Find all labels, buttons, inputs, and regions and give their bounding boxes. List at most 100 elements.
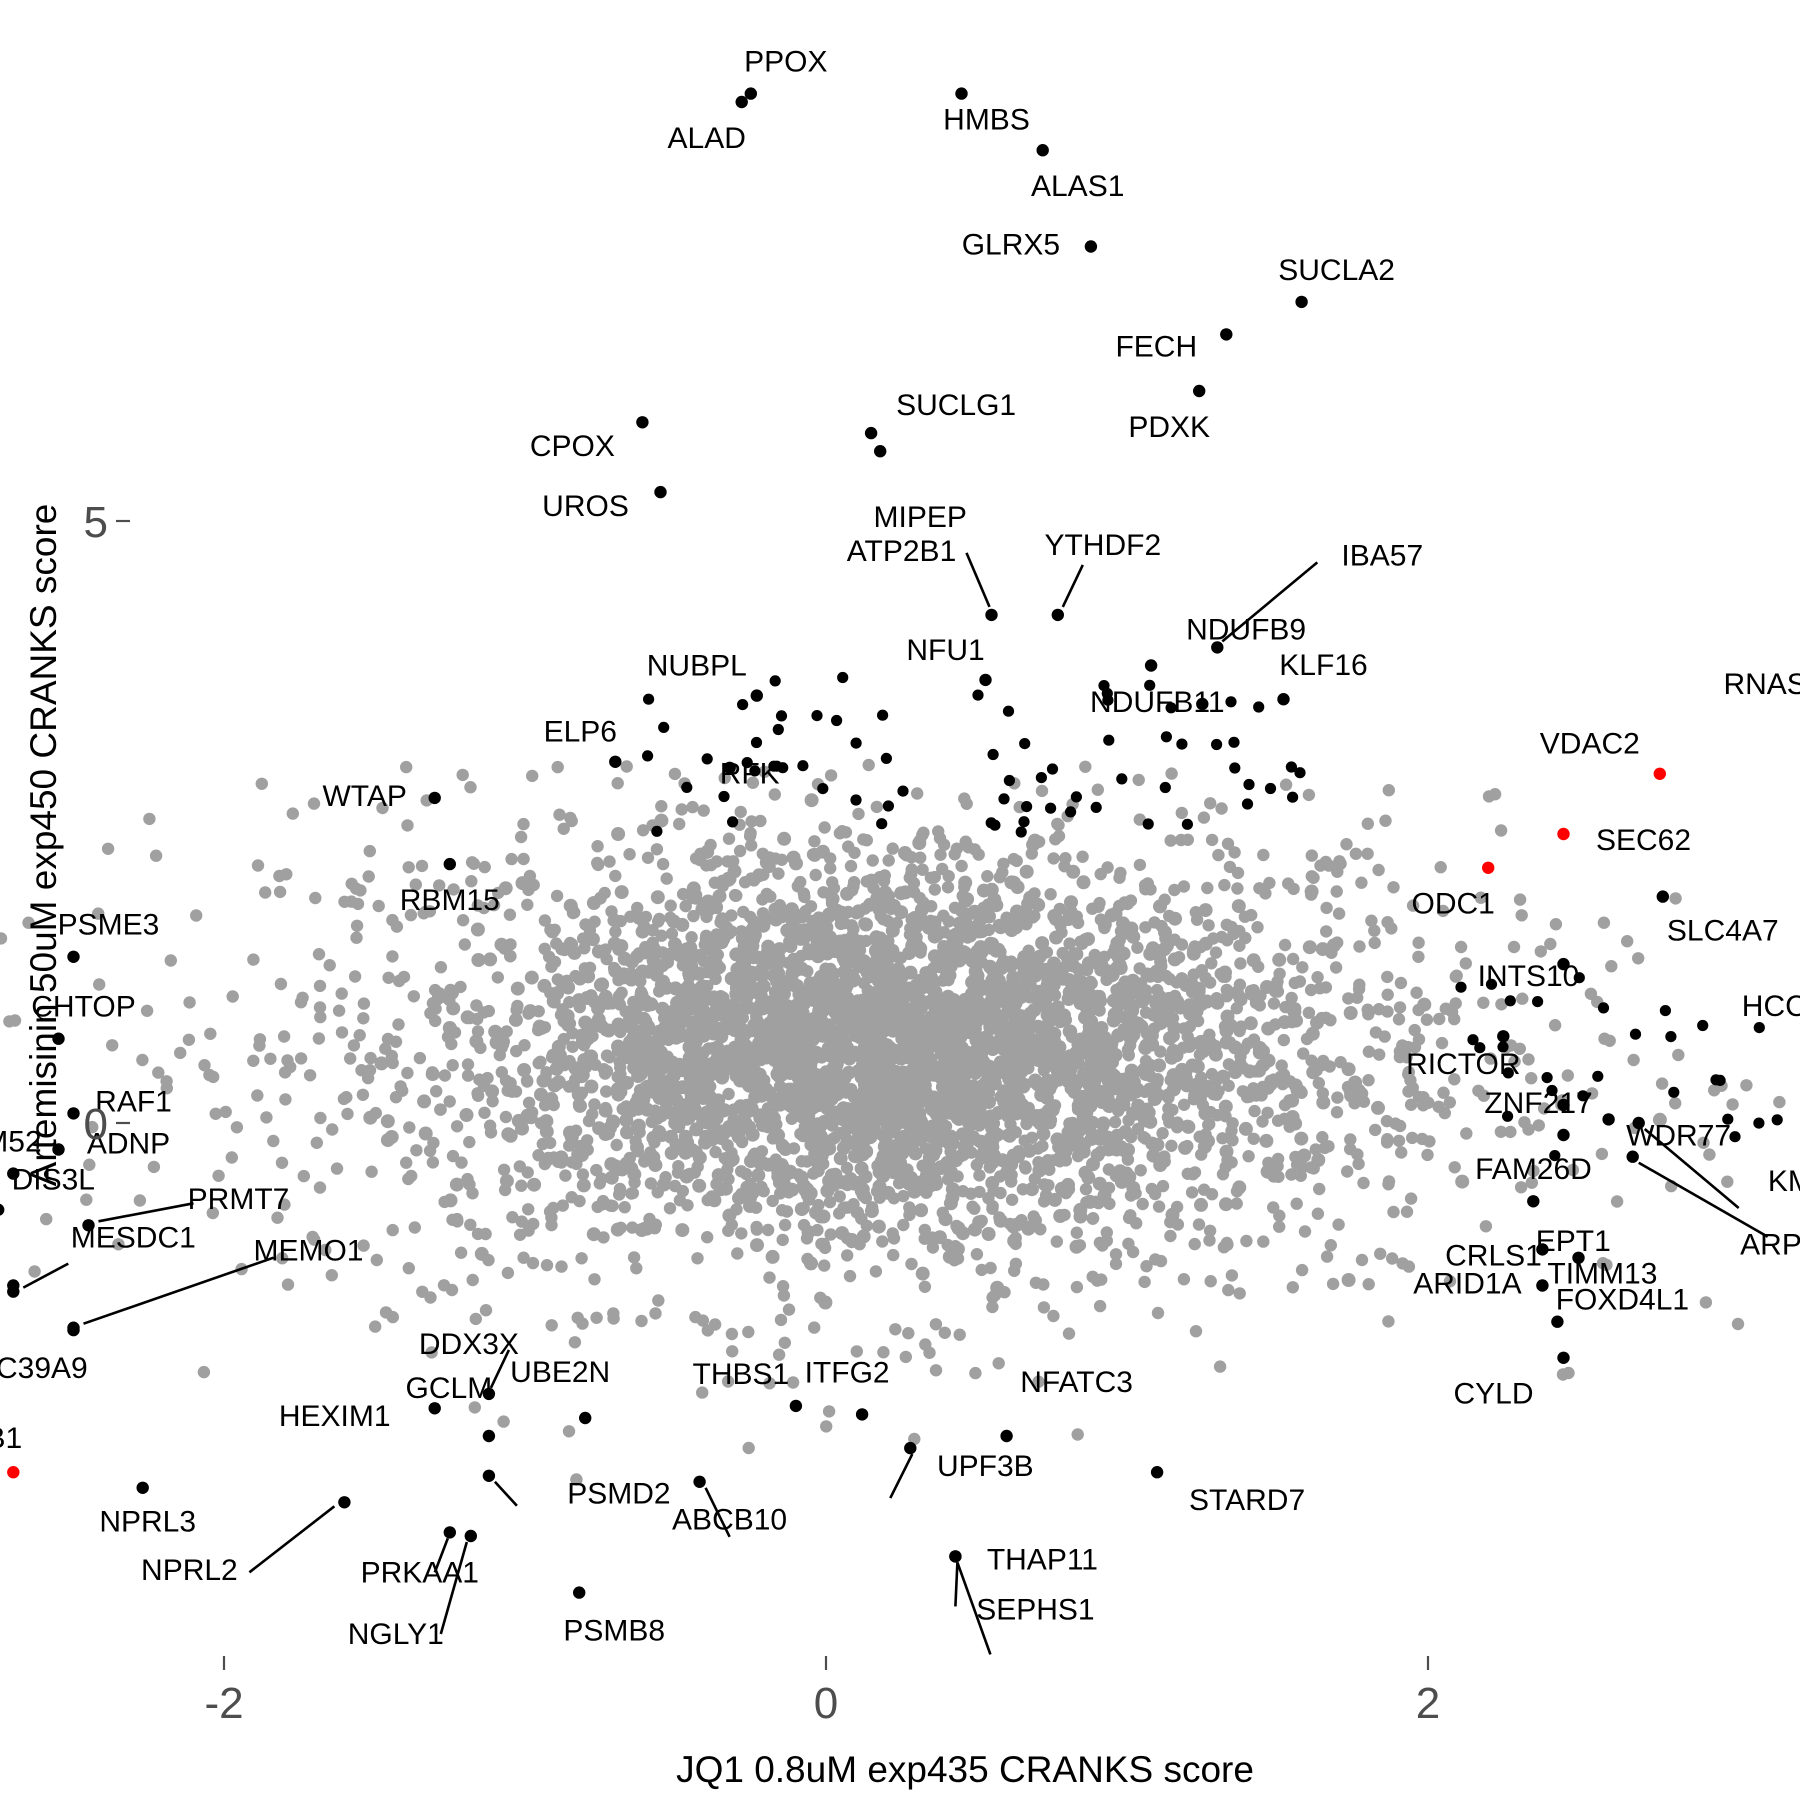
background-point [573,1194,586,1208]
background-point [864,873,879,888]
background-point [1331,1091,1344,1104]
background-point [335,987,348,1000]
background-point [522,1096,536,1110]
background-point [717,1125,732,1140]
background-point [1392,1013,1406,1026]
background-point [1226,1117,1239,1130]
background-point [281,1278,295,1291]
background-point [963,1009,978,1024]
background-point [565,814,578,828]
background-point [479,1304,493,1317]
background-point [1260,980,1274,994]
background-point [782,1303,796,1316]
background-point [650,890,665,905]
background-point [206,1206,219,1220]
background-point [463,1135,476,1149]
background-point [1417,1091,1430,1104]
background-point [818,1259,831,1272]
background-point [701,1231,714,1244]
background-point [1078,1165,1093,1180]
background-point [951,1221,966,1236]
background-point [984,1001,999,1016]
background-point [1002,1128,1017,1143]
background-point [903,1208,916,1222]
background-point [1105,967,1120,982]
background-point [699,931,714,946]
background-point [965,954,980,969]
background-point [350,931,363,944]
background-point [1372,1003,1386,1016]
background-point [875,1044,890,1059]
background-point [626,1030,641,1045]
background-point [225,1151,238,1164]
background-point [401,819,414,832]
background-point [847,923,860,936]
point-ube2n [579,1411,592,1425]
background-point [1220,1236,1234,1250]
background-point [386,1310,399,1324]
background-point [465,875,478,888]
point-alad [735,95,748,109]
background-point [1021,1221,1036,1236]
background-point [743,965,758,980]
label-mesdc1: MESDC1 [71,1222,196,1255]
background-point [1322,1140,1335,1153]
background-point [1111,950,1126,965]
background-point [810,1163,825,1178]
background-point [1585,1087,1599,1100]
background-point [1081,932,1095,947]
background-point [1355,1253,1369,1267]
background-point [454,1246,468,1259]
background-point [652,1294,665,1307]
significant-point [701,753,713,765]
label-rfk: RFK [720,758,780,791]
background-point [1024,1182,1039,1197]
background-point [1123,1031,1138,1046]
background-point [1022,1143,1037,1158]
background-point [810,934,825,948]
background-point [1154,1015,1168,1030]
background-point [613,1188,626,1201]
background-point [976,883,991,898]
background-point [1219,1197,1233,1212]
background-point [532,1057,545,1070]
label-nfatc3: NFATC3 [1020,1366,1133,1399]
background-point [895,1068,910,1083]
background-point [1330,1106,1344,1119]
significant-point [1103,734,1115,746]
background-point [1295,1263,1309,1277]
background-point [897,1189,910,1203]
background-point [636,824,650,837]
background-point [1655,1077,1669,1090]
background-point [1324,1239,1338,1252]
background-point [625,1187,638,1200]
significant-point [651,825,663,837]
background-point [442,1021,457,1035]
background-point [1348,1075,1363,1090]
label-wdr77: WDR77 [1626,1119,1731,1152]
significant-point [1541,1072,1553,1084]
background-point [247,953,260,966]
background-point [92,907,105,920]
background-point [1306,1065,1321,1080]
background-point [112,1238,125,1251]
background-point [1109,1142,1124,1157]
background-point [1408,1041,1422,1054]
background-point [829,1057,844,1072]
background-point [824,862,837,875]
background-point [972,1102,987,1117]
background-point [497,1415,510,1428]
background-point [1420,1013,1434,1026]
background-point [1053,1209,1068,1223]
background-point [1445,1005,1459,1019]
background-point [357,997,371,1010]
background-point [1121,1143,1135,1157]
background-point [847,1198,860,1211]
background-point [750,1223,764,1236]
point-odc1 [1482,861,1495,874]
background-point [882,854,895,867]
background-point [925,1129,939,1144]
background-point [1228,846,1241,859]
background-point [1362,1045,1376,1058]
background-point [1260,1164,1275,1179]
